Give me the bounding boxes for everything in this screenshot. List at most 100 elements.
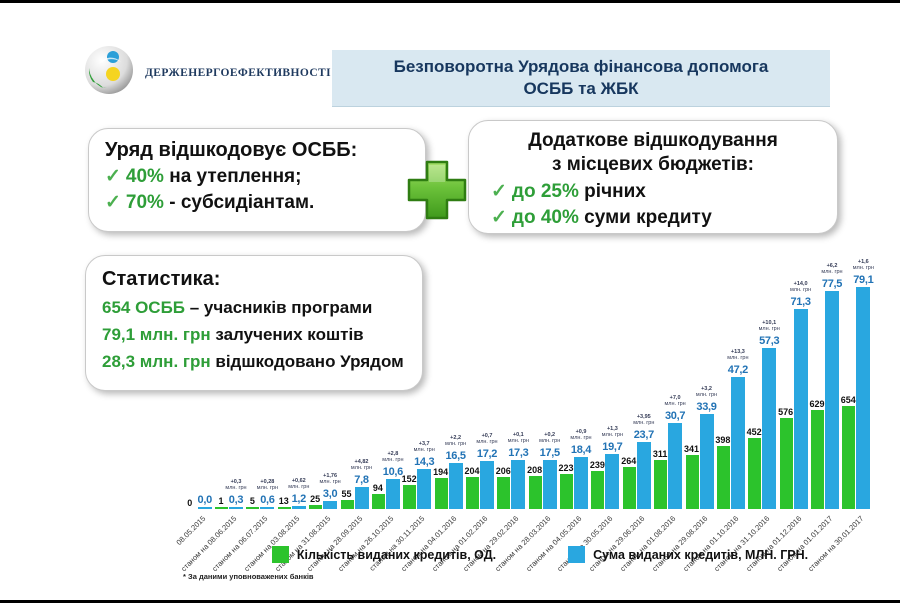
bar-annotation: +10,1 млн. грн xyxy=(747,320,791,333)
right-box-title: Додаткове відшкодування з місцевих бюдже… xyxy=(469,129,837,177)
bar-count-label: 398 xyxy=(715,435,731,445)
bar-sum xyxy=(825,291,839,509)
bar-count xyxy=(560,474,573,509)
right-box-item-text: річних xyxy=(578,180,646,202)
annotation-delta: +3,95 xyxy=(636,413,651,420)
stat-text: – учасників програми xyxy=(185,298,373,317)
bar-sum-label: 16,5 xyxy=(445,450,466,462)
bar-count xyxy=(497,477,511,509)
legend-label: Кількість виданих кредитів, ОД. xyxy=(296,547,497,562)
bar-sum-label: 1,2 xyxy=(291,493,307,505)
stat-highlight: 28,3 млн. грн xyxy=(102,352,211,371)
bar-annotation: +0,28 млн. грн xyxy=(245,479,289,492)
bar-count xyxy=(403,485,417,509)
stat-text: залучених коштів xyxy=(210,325,364,344)
right-box-item-highlight: до 25% xyxy=(511,180,579,202)
annotation-unit: млн. грн xyxy=(633,420,655,427)
government-compensation-box: Уряд відшкодовує ОСББ: ✓ 40% на утеплення… xyxy=(88,128,426,232)
annotation-unit: млн. грн xyxy=(727,355,749,362)
annotation-unit: млн. грн xyxy=(382,457,404,464)
bar-annotation: +1,6 млн. грн xyxy=(841,259,885,272)
bar-count-label: 5 xyxy=(249,496,255,506)
bar-sum xyxy=(511,460,526,509)
bar-count xyxy=(654,460,668,509)
bar-sum-label: 17,3 xyxy=(508,447,529,459)
slide-border-top xyxy=(0,0,900,3)
stat-highlight: 79,1 млн. грн xyxy=(102,325,211,344)
annotation-unit: млн. грн xyxy=(664,401,686,408)
bar-sum-label: 23,7 xyxy=(633,429,655,441)
bar-sum xyxy=(260,507,275,509)
bar-count-label: 13 xyxy=(278,496,289,506)
bar-sum-label: 71,3 xyxy=(790,296,811,308)
annotation-delta: +0,3 xyxy=(230,478,242,485)
bar-annotation: +13,3 млн. грн xyxy=(716,349,760,362)
bar-sum xyxy=(448,463,463,509)
bar-count xyxy=(309,505,323,509)
annotation-delta: +0,62 xyxy=(291,477,306,484)
annotation-delta: +1,6 xyxy=(857,258,869,265)
bar-sum-label: 10,6 xyxy=(382,466,404,478)
left-box-item-text: - субсидіантам. xyxy=(163,192,315,213)
bar-sum-label: 14,3 xyxy=(414,456,435,468)
annotation-unit: млн. грн xyxy=(445,441,467,448)
bar-sum-label: 0,3 xyxy=(228,494,244,506)
local-budget-box: Додаткове відшкодування з місцевих бюдже… xyxy=(468,120,838,234)
bar-sum-label: 47,2 xyxy=(727,364,749,376)
bar-count xyxy=(685,455,699,509)
bar-count-label: 206 xyxy=(495,466,511,476)
annotation-unit: млн. грн xyxy=(256,485,278,492)
bar-sum xyxy=(385,479,400,509)
bar-sum-label: 79,1 xyxy=(853,274,874,286)
annotation-unit: млн. грн xyxy=(695,392,718,399)
bar-count-label: 194 xyxy=(433,467,449,477)
annotation-delta: +0,1 xyxy=(512,431,524,438)
bar-sum xyxy=(856,287,871,509)
bar-annotation: +4,82 млн. грн xyxy=(340,459,384,472)
agency-logo-icon xyxy=(83,44,135,101)
bar-count-label: 1 xyxy=(218,496,224,506)
bar-annotation: +0,2 млн. грн xyxy=(528,432,572,445)
annotation-delta: +2,2 xyxy=(450,434,462,441)
bar-sum-label: 19,7 xyxy=(602,441,623,453)
bar-count-label: 208 xyxy=(527,465,543,475)
statistics-title: Статистика: xyxy=(102,268,221,290)
bar-count xyxy=(434,478,448,509)
bar-count xyxy=(811,410,824,509)
statistics-item: 79,1 млн. грн залучених коштів xyxy=(102,325,422,345)
chart-plot-area: 0 0,0 08.05.2015 1 0,3 +0,3 млн. грн станом на … xyxy=(174,259,874,573)
left-box-item: ✓ 40% на утеплення; xyxy=(105,165,425,188)
bar-sum-label: 33,9 xyxy=(696,401,717,413)
annotation-unit: млн. грн xyxy=(852,265,874,272)
bar-sum xyxy=(730,377,745,509)
bar-count xyxy=(591,471,605,509)
legend-swatch-blue xyxy=(568,546,586,563)
annotation-delta: +6,2 xyxy=(826,262,838,269)
bar-count xyxy=(748,438,762,509)
bar-count xyxy=(466,477,479,509)
bar-count-label: 152 xyxy=(401,474,417,484)
bar-sum xyxy=(793,309,808,509)
legend-label: Сума виданих кредитів, МЛН. ГРН. xyxy=(593,547,809,562)
annotation-delta: +0,2 xyxy=(544,431,556,438)
annotation-delta: +3,2 xyxy=(701,385,712,392)
bar-count-label: 94 xyxy=(372,483,383,493)
bar-count xyxy=(371,494,385,509)
bar-count-label: 576 xyxy=(778,407,794,417)
bar-sum xyxy=(636,442,651,509)
legend-item-count: Кількість виданих кредитів, ОД. xyxy=(271,546,497,563)
bar-count-label: 311 xyxy=(652,449,668,459)
annotation-unit: млн. грн xyxy=(350,465,373,472)
bar-sum xyxy=(574,457,588,509)
bar-annotation: +6,2 млн. грн xyxy=(810,263,854,276)
bar-sum xyxy=(668,423,683,509)
annotation-unit: млн. грн xyxy=(225,485,247,492)
bar-count xyxy=(716,446,730,509)
bar-annotation: +3,2 млн. грн xyxy=(685,386,729,399)
credits-bar-chart: 0 0,0 08.05.2015 1 0,3 +0,3 млн. грн станом на … xyxy=(174,259,883,592)
left-box-title: Уряд відшкодовує ОСББ: xyxy=(105,139,358,161)
left-box-item: ✓ 70% - субсидіантам. xyxy=(105,191,425,214)
stat-text: відшкодовано Урядом xyxy=(210,352,404,371)
bar-annotation: +1,76 млн. грн xyxy=(308,473,352,486)
bar-count-label: 629 xyxy=(809,399,825,409)
